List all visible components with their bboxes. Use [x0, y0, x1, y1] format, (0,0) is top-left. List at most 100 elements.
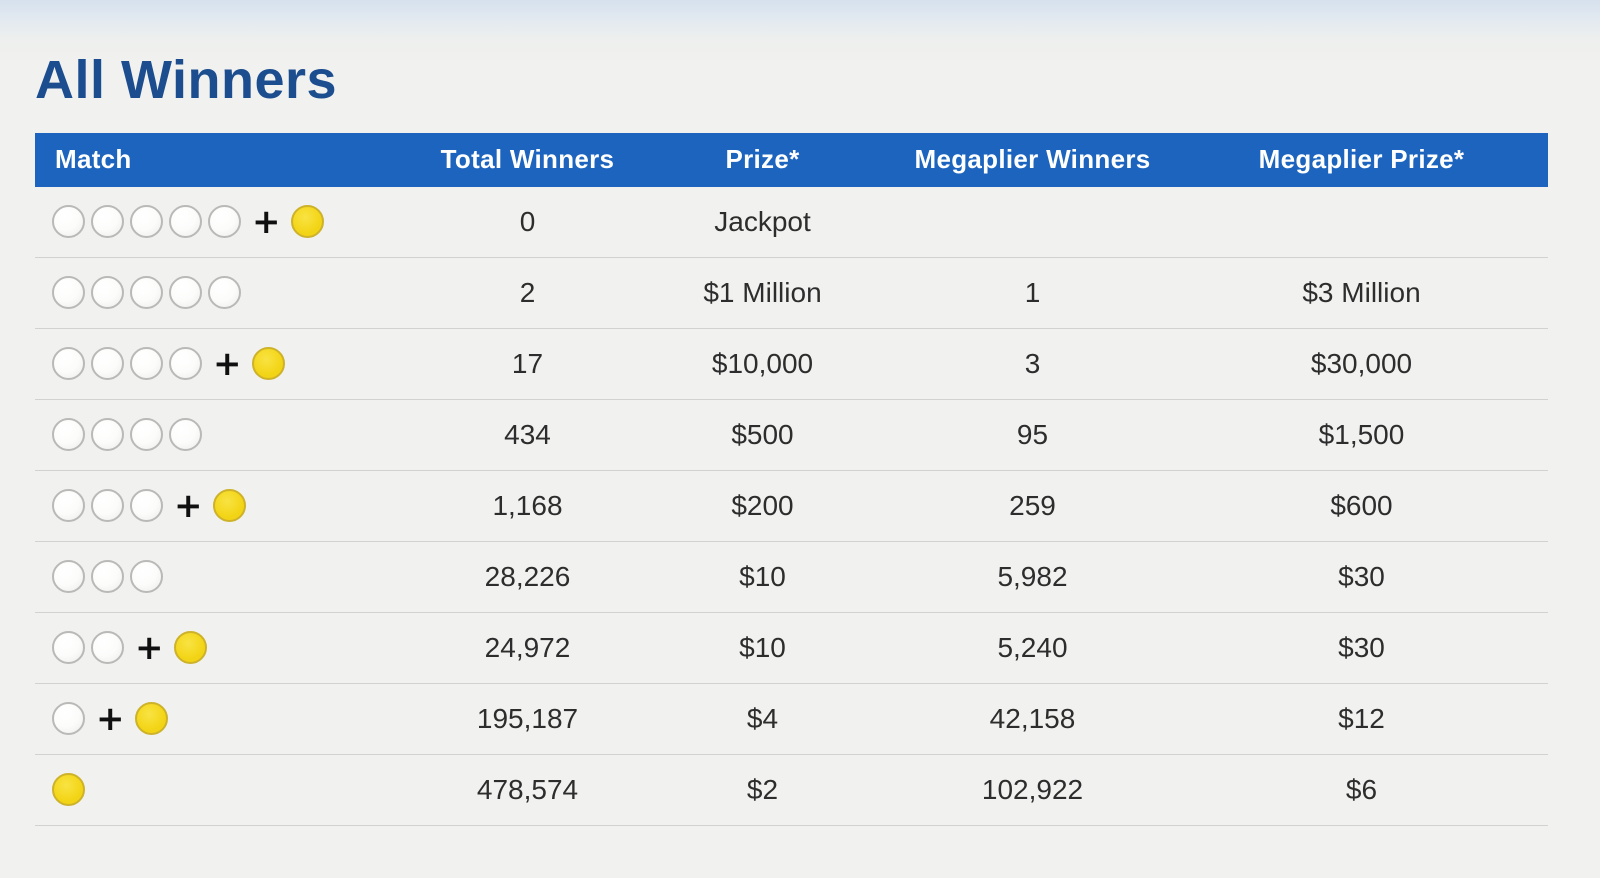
table-row: + 17 $10,000 3 $30,000 [35, 328, 1548, 400]
table-row: + 24,972 $10 5,240 $30 [35, 612, 1548, 684]
header-row: Match Total Winners Prize* Megaplier Win… [35, 132, 1548, 187]
megaplier-winners-value: 102,922 [981, 773, 1084, 805]
table-row: + 1,168 $200 259 $600 [35, 470, 1548, 542]
megaplier-prize-value: $30 [1338, 631, 1385, 663]
match-cell: + [35, 187, 420, 258]
megaplier-winners-value: 259 [1009, 489, 1056, 521]
prize-value: $200 [731, 489, 794, 521]
table-row: + 0 Jackpot [35, 187, 1548, 258]
mega-ball-icon [134, 702, 168, 736]
prize-value: $2 [746, 773, 779, 805]
winners-table: Match Total Winners Prize* Megaplier Win… [35, 132, 1548, 826]
all-winners-page: All Winners Match Total Winners Prize* M… [35, 50, 1548, 826]
page-title: All Winners [35, 50, 338, 110]
megaplier-prize-value: $600 [1330, 489, 1393, 521]
prize-value: $4 [746, 702, 779, 734]
prize-value: $10,000 [711, 347, 814, 379]
table-row: 28,226 $10 5,982 $30 [35, 541, 1548, 613]
white-ball-icon [169, 418, 202, 452]
mega-ball-icon [52, 773, 85, 807]
total-winners-value: 17 [511, 347, 544, 379]
match-balls [35, 418, 420, 452]
megaplier-winners-value: 42,158 [989, 702, 1076, 734]
match-balls [35, 560, 420, 594]
white-ball-icon [52, 489, 85, 523]
megaplier-winners-value: 3 [1024, 347, 1041, 379]
white-ball-icon [91, 205, 124, 239]
white-ball-icon [91, 631, 124, 665]
prize-value: $1 Million [703, 276, 822, 308]
winners-table-body: + 0 Jackpot 2 $1 Million 1 $3 Million + … [35, 187, 1548, 826]
white-ball-icon [52, 276, 85, 310]
white-ball-icon [52, 347, 85, 381]
white-ball-icon [91, 418, 124, 452]
total-winners-value: 478,574 [476, 773, 579, 805]
white-ball-icon [130, 205, 163, 239]
white-ball-icon [208, 205, 241, 239]
white-ball-icon [130, 276, 163, 310]
white-ball-icon [52, 560, 85, 594]
plus-icon: + [252, 201, 281, 242]
mega-ball-icon [290, 205, 324, 239]
megaplier-prize-value: $6 [1345, 773, 1378, 805]
white-ball-icon [91, 347, 124, 381]
prize-value: $10 [739, 631, 786, 663]
white-ball-icon [130, 489, 163, 523]
match-cell: + [35, 683, 420, 754]
column-header-megaplier-prize: Megaplier Prize* [1175, 132, 1548, 187]
megaplier-prize-value: $3 Million [1302, 276, 1421, 308]
match-cell [35, 754, 420, 825]
match-cell: + [35, 470, 420, 541]
winners-table-header: Match Total Winners Prize* Megaplier Win… [35, 132, 1548, 187]
megaplier-winners-value: 1 [1024, 276, 1041, 308]
white-ball-icon [52, 418, 85, 452]
match-cell: + [35, 612, 420, 683]
white-ball-icon [169, 276, 202, 310]
white-ball-icon [91, 489, 124, 523]
plus-icon: + [174, 485, 203, 526]
megaplier-prize-value: $1,500 [1318, 418, 1405, 450]
mega-ball-icon [173, 631, 207, 665]
white-ball-icon [130, 347, 163, 381]
white-ball-icon [52, 205, 85, 239]
match-balls: + [35, 702, 420, 736]
prize-value: $10 [739, 560, 786, 592]
table-row: 478,574 $2 102,922 $6 [35, 754, 1548, 826]
match-balls [35, 773, 420, 807]
plus-icon: + [96, 698, 125, 739]
total-winners-value: 1,168 [492, 489, 563, 521]
prize-value: Jackpot [714, 205, 811, 237]
total-winners-value: 195,187 [476, 702, 579, 734]
white-ball-icon [169, 205, 202, 239]
white-ball-icon [91, 276, 124, 310]
mega-ball-icon [251, 347, 285, 381]
column-header-megaplier-winners: Megaplier Winners [890, 132, 1175, 187]
white-ball-icon [208, 276, 241, 310]
megaplier-prize-value: $12 [1338, 702, 1385, 734]
table-row: 434 $500 95 $1,500 [35, 399, 1548, 471]
megaplier-winners-value [890, 187, 1175, 258]
megaplier-winners-value: 95 [1016, 418, 1049, 450]
match-cell [35, 257, 420, 328]
match-balls: + [35, 489, 420, 523]
match-cell [35, 399, 420, 470]
megaplier-prize-value [1175, 187, 1548, 258]
total-winners-value: 24,972 [484, 631, 571, 663]
column-header-prize: Prize* [635, 132, 890, 187]
total-winners-value: 28,226 [484, 560, 571, 592]
white-ball-icon [130, 418, 163, 452]
white-ball-icon [169, 347, 202, 381]
total-winners-value: 2 [519, 276, 536, 308]
total-winners-value: 434 [504, 418, 551, 450]
white-ball-icon [130, 560, 163, 594]
white-ball-icon [52, 702, 85, 736]
megaplier-prize-value: $30 [1338, 560, 1385, 592]
column-header-total-winners: Total Winners [420, 132, 635, 187]
megaplier-winners-value: 5,982 [997, 560, 1068, 592]
match-balls: + [35, 347, 420, 381]
total-winners-value: 0 [519, 205, 536, 237]
table-row: 2 $1 Million 1 $3 Million [35, 257, 1548, 329]
plus-icon: + [135, 627, 164, 668]
megaplier-prize-value: $30,000 [1310, 347, 1413, 379]
match-cell: + [35, 328, 420, 399]
